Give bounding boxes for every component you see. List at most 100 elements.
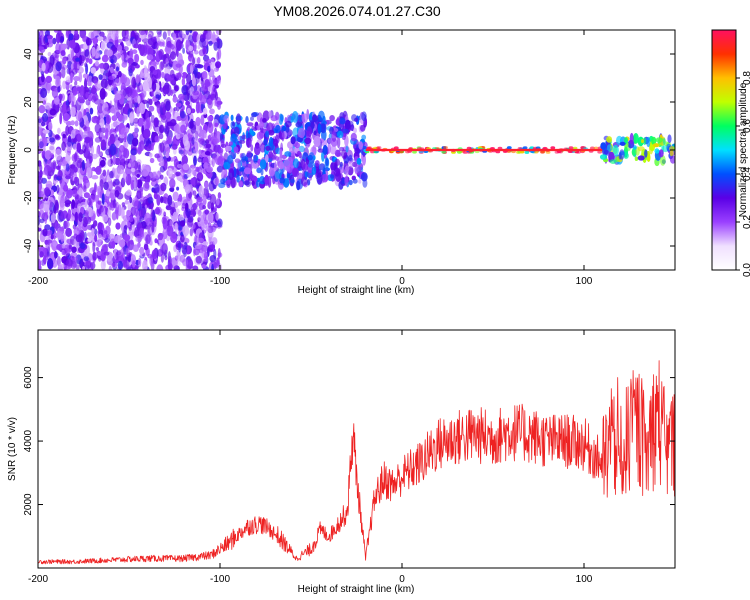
heatmap-cell bbox=[38, 224, 42, 229]
heatmap-cell bbox=[110, 30, 115, 40]
snr-frame bbox=[37, 329, 676, 569]
heatmap-cell bbox=[218, 182, 226, 189]
heatmap-cell bbox=[153, 117, 159, 128]
heatmap-cell bbox=[256, 131, 264, 140]
heatmap-cell bbox=[78, 220, 83, 230]
heatmap-cell bbox=[116, 125, 120, 133]
heatmap-cell bbox=[154, 153, 161, 159]
heatmap-cell bbox=[71, 246, 77, 253]
heatmap-cell bbox=[376, 146, 382, 150]
heatmap-cell bbox=[66, 137, 72, 147]
heatmap-cell bbox=[247, 132, 251, 139]
heatmap-cell bbox=[59, 195, 66, 201]
heatmap-cell bbox=[188, 45, 194, 52]
heatmap-cell bbox=[192, 265, 199, 270]
heatmap-cell bbox=[66, 68, 71, 75]
heatmap-cell bbox=[65, 155, 71, 162]
heatmap-cell bbox=[151, 143, 154, 151]
heatmap-cell bbox=[109, 192, 114, 199]
colorbar-gradient bbox=[712, 30, 736, 270]
heatmap-cell bbox=[112, 199, 117, 209]
heatmap-cell bbox=[65, 125, 70, 136]
heatmap-cell bbox=[89, 262, 96, 270]
heatmap-cell bbox=[624, 137, 628, 144]
heatmap-cell bbox=[85, 120, 90, 127]
heatmap-cell bbox=[67, 208, 72, 220]
heatmap-cell bbox=[297, 127, 306, 139]
heatmap-cell bbox=[78, 149, 84, 155]
heatmap-cell bbox=[139, 246, 145, 255]
heatmap-cell bbox=[41, 73, 45, 83]
heatmap-cell bbox=[128, 62, 133, 70]
heatmap-cell bbox=[38, 138, 46, 148]
heatmap-cell bbox=[91, 224, 95, 231]
heatmap-cell bbox=[161, 243, 168, 255]
heatmap-cell bbox=[599, 154, 608, 160]
heatmap-cell bbox=[136, 179, 143, 189]
heatmap-cell bbox=[313, 130, 317, 136]
heatmap-cell bbox=[74, 211, 78, 223]
heatmap-cell bbox=[49, 137, 55, 143]
heatmap-cell bbox=[197, 237, 205, 243]
heatmap-cell bbox=[173, 84, 180, 92]
heatmap-cell bbox=[132, 260, 136, 268]
heatmap-cell bbox=[337, 130, 344, 139]
heatmap-cell bbox=[123, 140, 129, 149]
heatmap-cell bbox=[53, 95, 60, 105]
heatmap-cell bbox=[45, 81, 52, 91]
heatmap-cell bbox=[307, 154, 314, 161]
heatmap-cell bbox=[105, 191, 111, 197]
heatmap-cell bbox=[236, 159, 242, 170]
heatmap-cell bbox=[91, 95, 97, 103]
heatmap-cell bbox=[96, 185, 102, 193]
heatmap-cell bbox=[178, 93, 185, 100]
heatmap-cell bbox=[204, 79, 210, 87]
heatmap-cell bbox=[313, 135, 321, 148]
heatmap-cell bbox=[181, 245, 188, 255]
heatmap-cell bbox=[334, 158, 341, 166]
heatmap-cell bbox=[65, 258, 73, 267]
heatmap-cell bbox=[123, 234, 131, 242]
heatmap-cell bbox=[103, 181, 109, 191]
heatmap-cell bbox=[61, 103, 68, 116]
heatmap-cell bbox=[201, 83, 206, 92]
heatmap-cell bbox=[654, 148, 660, 154]
heatmap-cell bbox=[59, 112, 63, 125]
heatmap-cell bbox=[65, 227, 72, 237]
snr-ticks: -200 -100 0 100 2000 4000 6000 bbox=[23, 330, 675, 585]
heatmap-cell bbox=[230, 121, 235, 129]
colorbar-tick-label: 0.8 bbox=[742, 71, 750, 85]
heatmap-cell bbox=[173, 123, 180, 133]
y-tick-label: -20 bbox=[23, 190, 34, 205]
heatmap-cell bbox=[102, 233, 110, 238]
heatmap-cell bbox=[48, 121, 53, 132]
heatmap-cell bbox=[238, 139, 246, 144]
heatmap-cell bbox=[339, 117, 346, 125]
heatmap-cell bbox=[129, 99, 132, 109]
heatmap-cell bbox=[85, 99, 91, 106]
heatmap-cell bbox=[63, 249, 70, 257]
heatmap-cell bbox=[206, 166, 214, 173]
heatmap-cell bbox=[262, 118, 267, 123]
heatmap-cell bbox=[658, 149, 664, 158]
heatmap-cell bbox=[147, 47, 154, 57]
heatmap-cell bbox=[172, 211, 179, 220]
heatmap-cell bbox=[196, 57, 201, 64]
heatmap-cell bbox=[133, 117, 139, 124]
heatmap-cell bbox=[202, 46, 206, 55]
heatmap-cell bbox=[345, 145, 349, 153]
heatmap-cell bbox=[94, 123, 102, 134]
heatmap-cell bbox=[344, 165, 349, 176]
heatmap-cell bbox=[109, 66, 114, 74]
heatmap-cell bbox=[107, 208, 111, 217]
heatmap-cell bbox=[78, 187, 83, 197]
heatmap-cell bbox=[56, 243, 63, 251]
heatmap-cell bbox=[58, 194, 62, 201]
heatmap-cell bbox=[204, 209, 209, 215]
heatmap-cell bbox=[161, 114, 167, 121]
x-tick-label: -200 bbox=[28, 574, 48, 585]
heatmap-cell bbox=[652, 143, 660, 148]
heatmap-cell bbox=[142, 182, 150, 192]
heatmap-cell bbox=[38, 258, 42, 269]
